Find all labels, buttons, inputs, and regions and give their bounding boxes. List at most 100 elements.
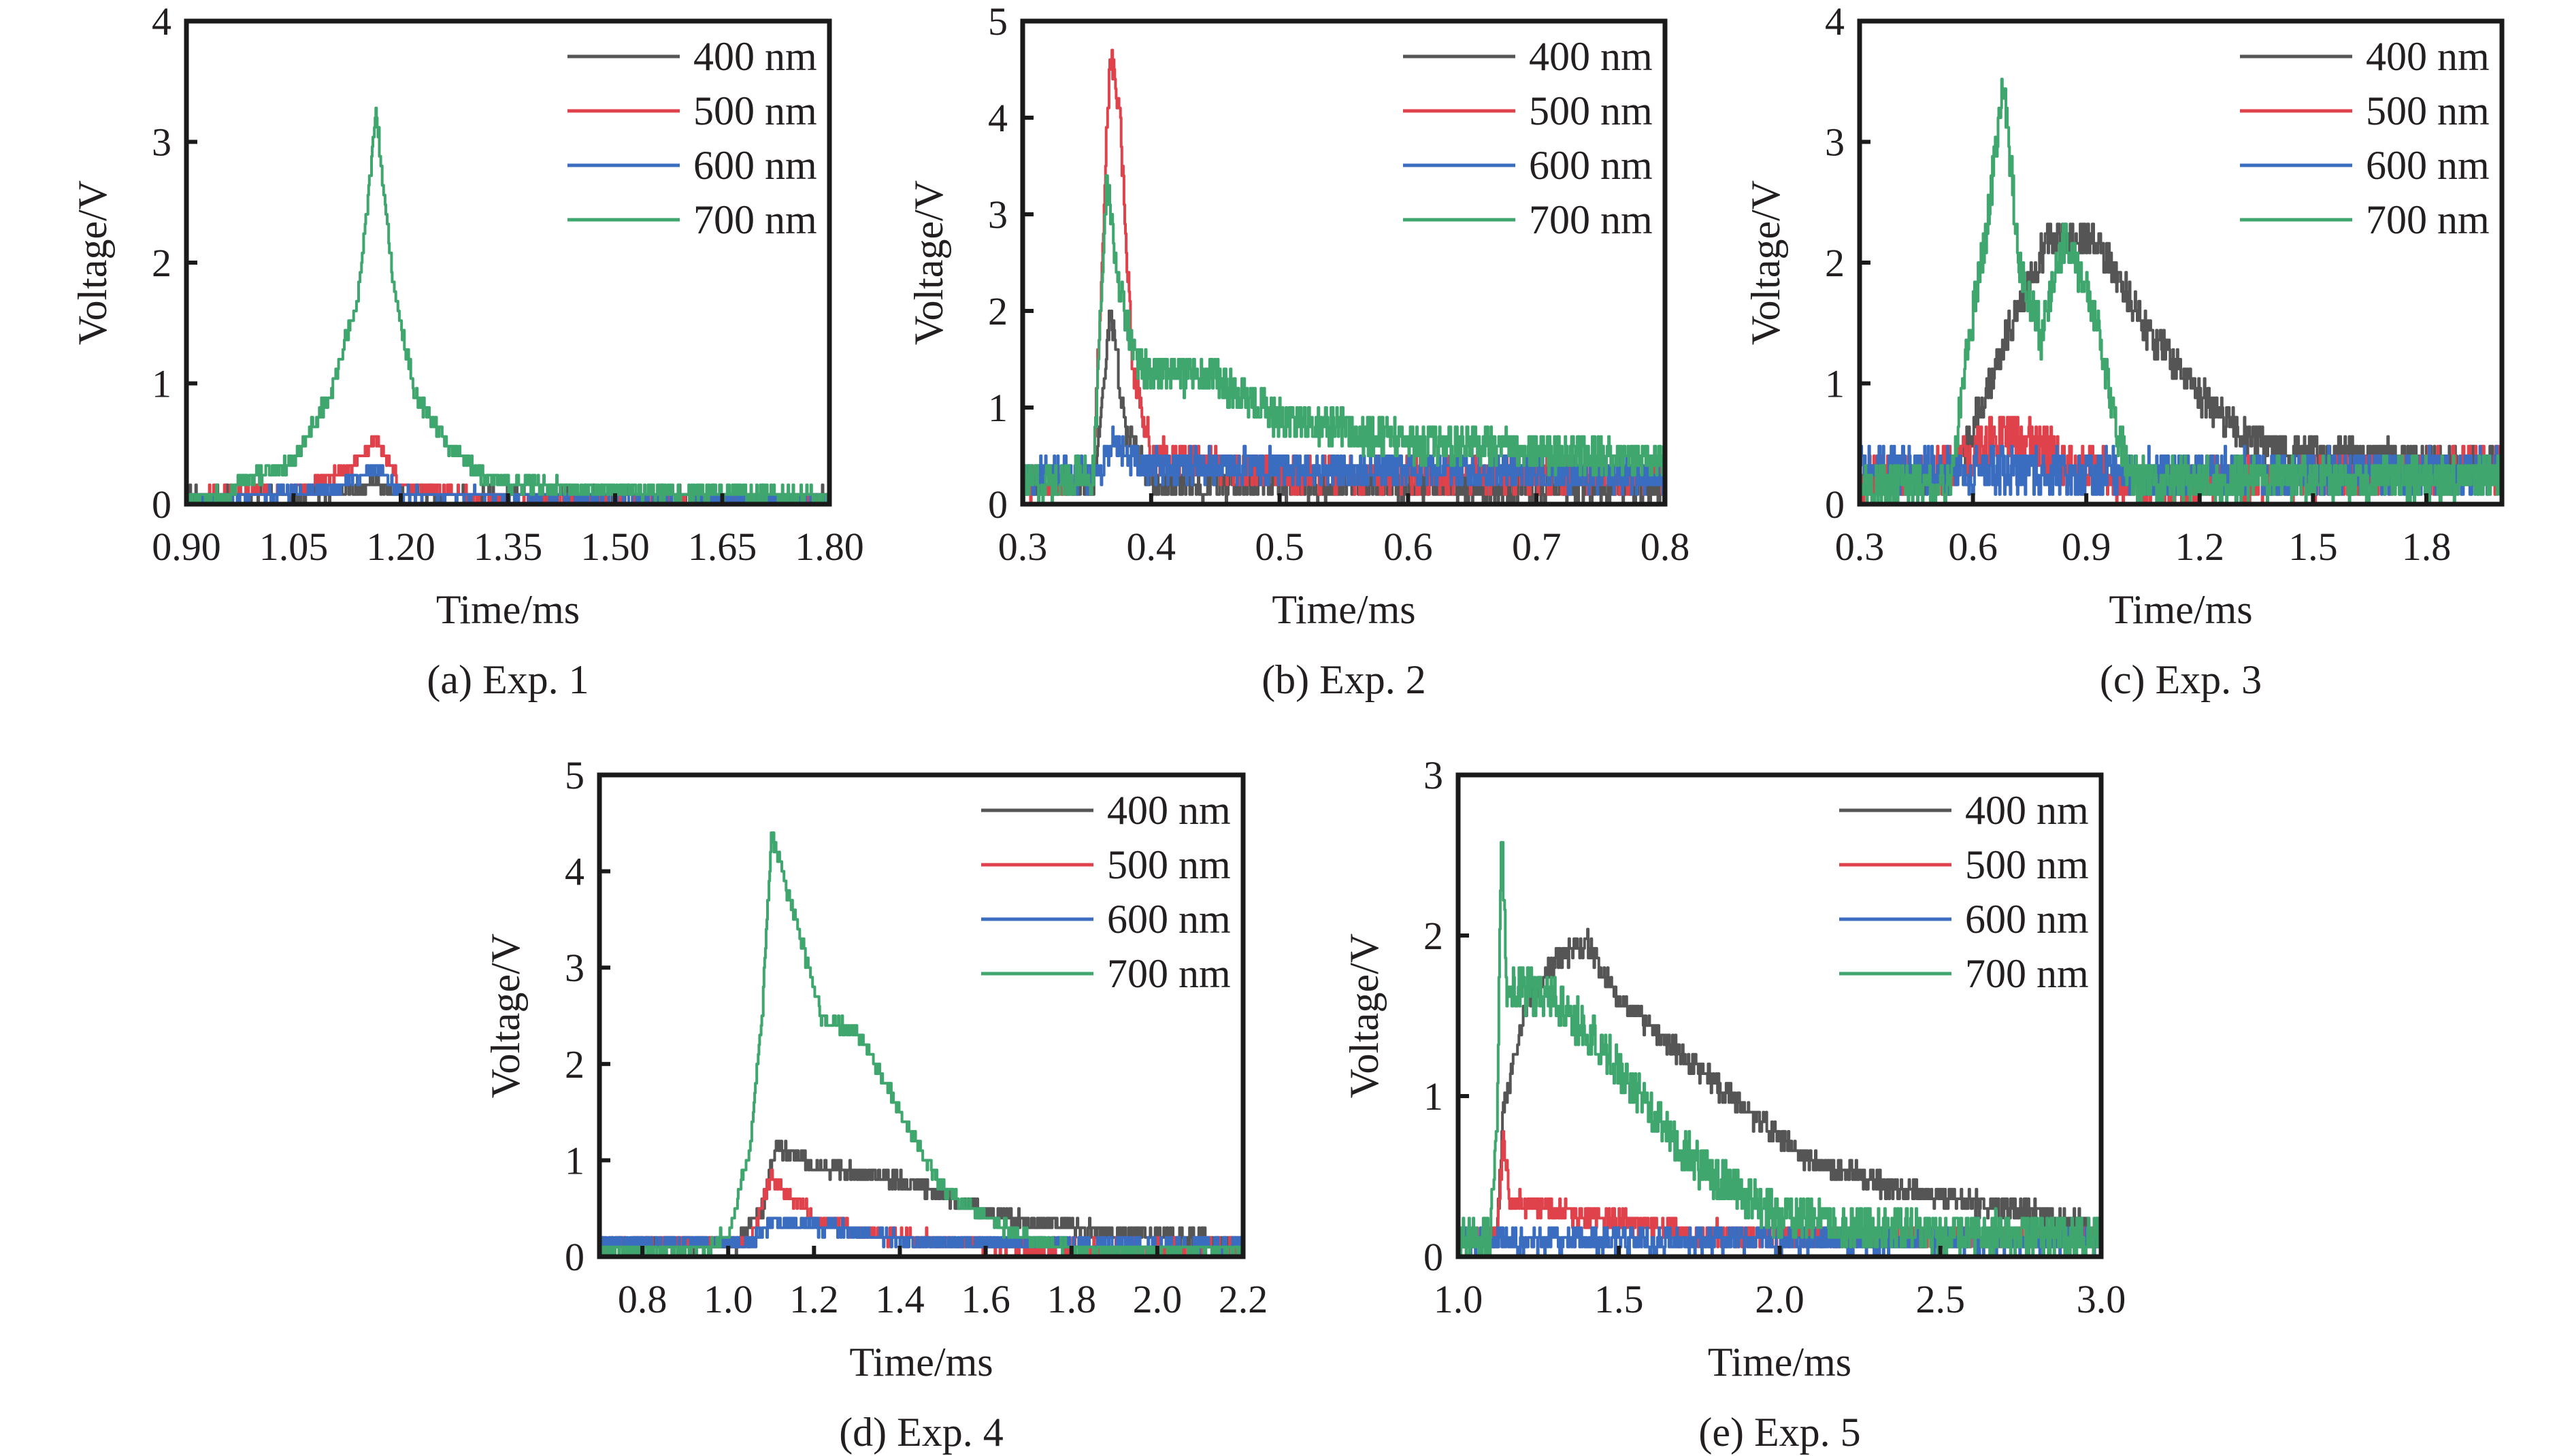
x-tick-label: 0.7 xyxy=(1512,525,1562,569)
x-tick-label: 0.6 xyxy=(1383,525,1433,569)
series-line-600-nm xyxy=(1023,425,1665,496)
y-tick-label: 3 xyxy=(1423,753,1443,797)
legend-label: 400 nm xyxy=(1107,788,1231,833)
y-tick-label: 0 xyxy=(565,1235,584,1279)
panel-caption: (b) Exp. 2 xyxy=(1262,657,1426,702)
panel-caption: (e) Exp. 5 xyxy=(1698,1410,1860,1455)
panel-d: 0.8 1.0 1.2 1.4 1.6 1.8 2.0 2.2 0 1 2 3 4 5 Time/ms Vol… xyxy=(483,753,1268,1455)
plot-area xyxy=(186,106,829,504)
legend-label: 700 nm xyxy=(1529,197,1653,242)
x-axis-label: Time/ms xyxy=(1272,587,1415,632)
x-tick-label: 0.8 xyxy=(1641,525,1690,569)
y-axis-label: Voltage/V xyxy=(70,180,115,345)
y-tick-label: 1 xyxy=(988,386,1008,430)
x-tick-label: 0.90 xyxy=(152,525,221,569)
legend-label: 700 nm xyxy=(1965,951,2089,996)
panel-b: 0.3 0.4 0.5 0.6 0.7 0.8 0 1 2 3 4 5 Time/ms Voltage/V… xyxy=(906,0,1689,702)
legend-label: 700 nm xyxy=(693,197,817,242)
legend: 400 nm 500 nm 600 nm 700 nm xyxy=(1839,788,2089,996)
y-tick-label: 4 xyxy=(152,0,171,44)
x-tick-label: 1.80 xyxy=(795,525,864,569)
x-tick-label: 0.6 xyxy=(1948,525,1998,569)
y-tick-label: 4 xyxy=(1825,0,1845,44)
y-tick-label: 1 xyxy=(565,1138,584,1182)
panel-e: 1.0 1.5 2.0 2.5 3.0 0 1 2 3 Time/ms Voltage/V (e) E… xyxy=(1342,753,2126,1455)
x-axis-label: Time/ms xyxy=(436,587,580,632)
x-tick-label: 1.6 xyxy=(961,1277,1010,1321)
legend-label: 700 nm xyxy=(2366,197,2490,242)
y-tick-label: 0 xyxy=(152,482,171,527)
legend: 400 nm 500 nm 600 nm 700 nm xyxy=(567,34,817,242)
y-tick-label: 1 xyxy=(152,362,171,406)
x-tick-label: 1.2 xyxy=(2175,525,2225,569)
x-tick-label: 1.8 xyxy=(2402,525,2452,569)
legend-label: 600 nm xyxy=(1107,897,1231,942)
x-tick-label: 0.3 xyxy=(1835,525,1885,569)
plot-area xyxy=(1860,78,2502,504)
x-tick-label: 1.8 xyxy=(1046,1277,1096,1321)
y-tick-label: 3 xyxy=(988,193,1008,237)
legend: 400 nm 500 nm 600 nm 700 nm xyxy=(981,788,1231,996)
panel-c: 0.3 0.6 0.9 1.2 1.5 1.8 0 1 2 3 4 Time/ms Voltage/V (… xyxy=(1743,0,2505,702)
y-axis-label: Voltage/V xyxy=(1743,180,1788,345)
y-tick-label: 0 xyxy=(988,482,1008,527)
x-tick-label: 1.0 xyxy=(704,1277,753,1321)
series-line-700-nm xyxy=(1023,174,1665,504)
x-axis-label: Time/ms xyxy=(1708,1340,1851,1385)
x-tick-label: 1.5 xyxy=(1594,1277,1644,1321)
x-tick-label: 2.0 xyxy=(1133,1277,1183,1321)
legend: 400 nm 500 nm 600 nm 700 nm xyxy=(2240,34,2490,242)
legend-label: 400 nm xyxy=(1529,34,1653,79)
legend-label: 500 nm xyxy=(2366,88,2490,133)
x-tick-label: 1.35 xyxy=(474,525,543,569)
legend-label: 600 nm xyxy=(2366,143,2490,188)
x-tick-label: 1.20 xyxy=(366,525,435,569)
y-tick-label: 3 xyxy=(1825,120,1845,165)
x-tick-label: 1.0 xyxy=(1434,1277,1483,1321)
legend-label: 400 nm xyxy=(1965,788,2089,833)
y-tick-label: 2 xyxy=(1423,914,1443,958)
legend-label: 600 nm xyxy=(693,143,817,188)
y-tick-label: 3 xyxy=(565,946,584,990)
plot-area xyxy=(599,831,1243,1257)
legend-label: 600 nm xyxy=(1529,143,1653,188)
x-tick-label: 3.0 xyxy=(2077,1277,2126,1321)
x-tick-label: 1.05 xyxy=(259,525,329,569)
series-line-700-nm xyxy=(186,106,829,504)
y-tick-label: 0 xyxy=(1423,1235,1443,1279)
legend-label: 500 nm xyxy=(1965,842,2089,887)
x-tick-label: 1.4 xyxy=(875,1277,925,1321)
legend-label: 400 nm xyxy=(693,34,817,79)
legend-label: 400 nm xyxy=(2366,34,2490,79)
y-tick-label: 4 xyxy=(565,850,584,894)
legend-label: 500 nm xyxy=(693,88,817,133)
panel-caption: (c) Exp. 3 xyxy=(2100,657,2262,702)
y-tick-label: 4 xyxy=(988,96,1008,140)
x-tick-label: 1.5 xyxy=(2288,525,2338,569)
series-line-700-nm xyxy=(1458,841,2101,1257)
series-line-400-nm xyxy=(1458,927,2101,1248)
y-tick-label: 2 xyxy=(565,1042,584,1087)
legend-label: 500 nm xyxy=(1529,88,1653,133)
y-tick-label: 5 xyxy=(988,0,1008,44)
y-tick-label: 5 xyxy=(565,753,584,797)
y-tick-label: 2 xyxy=(988,289,1008,333)
x-tick-label: 1.2 xyxy=(789,1277,839,1321)
x-tick-label: 0.8 xyxy=(618,1277,667,1321)
plot-area xyxy=(1458,841,2101,1257)
plot-frame xyxy=(597,772,1246,1259)
panel-a: 0.90 1.05 1.20 1.35 1.50 1.65 1.80 0 1 2 3 4 Time/ms… xyxy=(70,0,864,702)
y-axis-label: Voltage/V xyxy=(483,933,528,1098)
y-tick-label: 0 xyxy=(1825,482,1845,527)
y-axis-label: Voltage/V xyxy=(906,180,951,345)
series-line-700-nm xyxy=(1860,78,2502,504)
panel-caption: (d) Exp. 4 xyxy=(839,1410,1004,1455)
y-tick-label: 1 xyxy=(1825,362,1845,406)
x-axis-label: Time/ms xyxy=(2109,587,2252,632)
x-axis-label: Time/ms xyxy=(849,1340,993,1385)
plot-area xyxy=(1023,48,1665,504)
y-tick-label: 3 xyxy=(152,120,171,165)
legend-label: 600 nm xyxy=(1965,897,2089,942)
x-tick-label: 0.3 xyxy=(998,525,1048,569)
